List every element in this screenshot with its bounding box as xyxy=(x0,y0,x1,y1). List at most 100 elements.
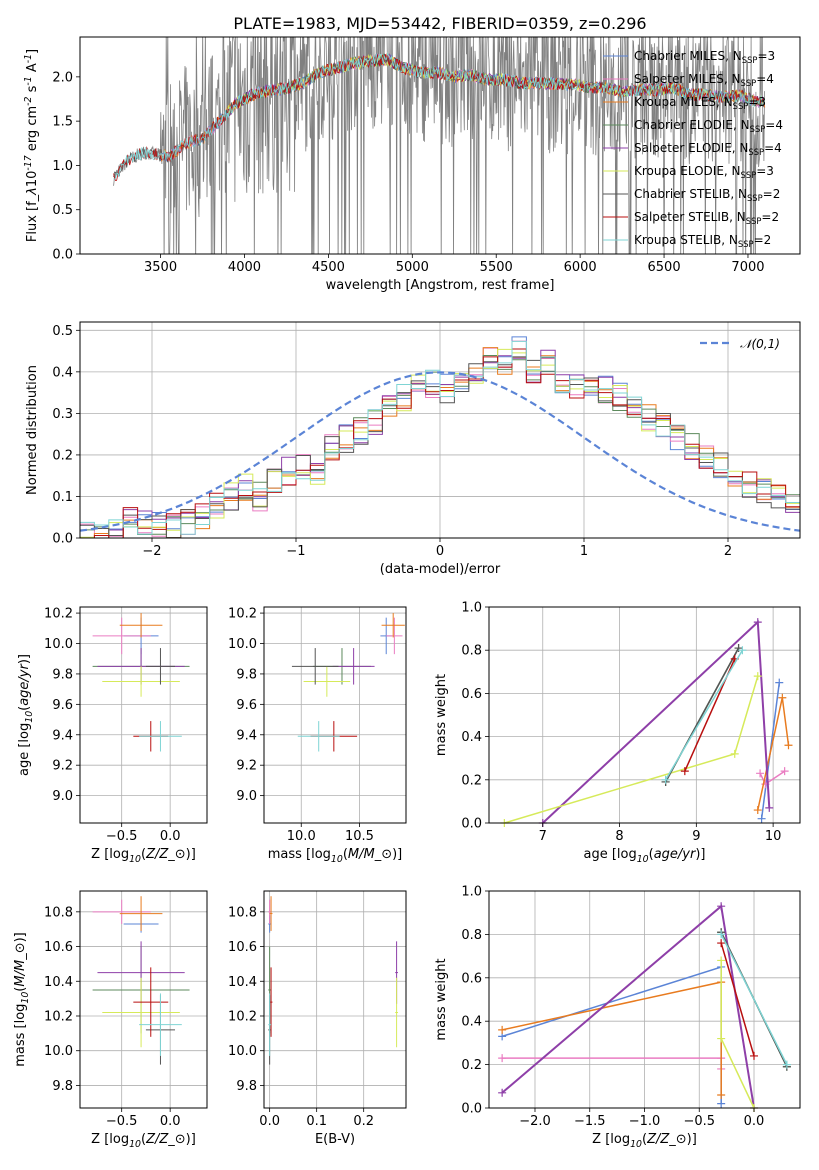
y-tick-label: 0.4 xyxy=(52,365,73,380)
x-tick-label: −2.0 xyxy=(519,1114,551,1129)
axes-frame xyxy=(79,890,208,1109)
y-tick-label: 1.0 xyxy=(52,159,73,174)
y-tick-label: 10.2 xyxy=(44,607,73,622)
y-tick-label: 1.5 xyxy=(52,115,73,130)
x-axis-label: Z [log10​(Z/Z_⊙)] xyxy=(91,1132,196,1150)
x-tick-label: −0.5 xyxy=(106,829,138,844)
legend-spectrum: Chabrier MILES, NSSP=3 Salpeter MILES, NS… xyxy=(603,49,783,249)
y-tick-label: 10.0 xyxy=(228,637,257,652)
plot-area-spectrum xyxy=(113,37,766,254)
plot-area-mass_vs_Z xyxy=(92,896,190,1065)
x-tick-label: 4000 xyxy=(228,260,261,275)
weight-marker-salpeter_stelib xyxy=(717,939,726,948)
y-tick-label: 10.0 xyxy=(228,1044,257,1059)
y-tick-label: 9.8 xyxy=(236,667,257,682)
figure-title: PLATE=1983, MJD=53442, FIBERID=0359, z=0… xyxy=(233,14,646,33)
weight-marker-salpeter_stelib xyxy=(680,767,689,776)
weight-marker-kroupa_miles xyxy=(717,1090,726,1099)
y-axis-label: Flux [f_λ10-17​ erg cm-2​ s-1​ A-1​] xyxy=(23,49,40,242)
y-tick-label: 0.6 xyxy=(461,687,482,702)
axes-frame xyxy=(263,890,407,1109)
y-tick-label: 0.2 xyxy=(52,448,73,463)
weight-marker-salpeter_elodie xyxy=(765,803,774,812)
weight-marker-salpeter_elodie xyxy=(498,1088,507,1097)
x-tick-label: 10.5 xyxy=(345,829,374,844)
y-tick-label: 9.6 xyxy=(52,698,73,713)
legend-label: Salpeter STELIB, NSSP=2 xyxy=(634,210,779,226)
legend-label: 𝒩(0,1) xyxy=(740,337,780,351)
histogram-chabrier_elodie xyxy=(80,355,800,538)
y-tick-label: 10.8 xyxy=(228,905,257,920)
legend-label: Kroupa ELODIE, NSSP=3 xyxy=(634,164,774,180)
x-tick-label: 10.0 xyxy=(287,829,316,844)
y-tick-label: 0.6 xyxy=(461,971,482,986)
x-tick-label: 0.0 xyxy=(160,1114,181,1129)
y-tick-label: 10.8 xyxy=(44,905,73,920)
y-tick-label: 10.4 xyxy=(44,975,73,990)
y-tick-label: 9.0 xyxy=(52,789,73,804)
axes-weight_vs_age: 7 8 9 10 0.0 0.2 0.4 0.6 0.8 1.0 age [log10​(age/y… xyxy=(434,601,801,865)
x-axis-label: E(B-V) xyxy=(315,1132,355,1147)
weight-marker-salpeter_elodie xyxy=(753,618,762,627)
axes-frame xyxy=(488,890,801,1109)
histogram-kroupa_elodie xyxy=(80,348,800,538)
y-tick-label: 9.2 xyxy=(52,759,73,774)
x-tick-label: 7 xyxy=(539,829,547,844)
legend-label: Chabrier STELIB, NSSP=2 xyxy=(634,187,780,203)
x-tick-label: 8 xyxy=(615,829,623,844)
weight-marker-salpeter_elodie xyxy=(717,902,726,911)
plot-area-age_vs_mass xyxy=(291,613,405,752)
x-axis-label: age [log10​(age/yr)] xyxy=(583,847,705,865)
weight-marker-kroupa_elodie xyxy=(717,956,726,965)
y-tick-label: 10.6 xyxy=(228,940,257,955)
weight-marker-chabrier_miles xyxy=(775,678,784,687)
y-tick-label: 1.0 xyxy=(461,885,482,900)
y-tick-label: 9.4 xyxy=(236,728,257,743)
x-tick-label: −0.5 xyxy=(683,1114,715,1129)
y-tick-label: 9.4 xyxy=(52,728,73,743)
plot-area-weight_vs_Z xyxy=(498,902,791,1112)
axes-frame xyxy=(263,606,407,824)
x-axis-label: mass [log10​(M/M_⊙)] xyxy=(268,847,403,865)
y-tick-label: 1.0 xyxy=(461,601,482,616)
axes-residuals: −2 −1 0 1 2 0.0 0.1 0.2 0.3 0.4 0.5 (data-model)/er… xyxy=(25,321,801,577)
x-axis-label: (data-model)/error xyxy=(380,562,501,577)
x-tick-label: 0 xyxy=(436,544,444,559)
weight-marker-kroupa_miles xyxy=(778,693,787,702)
histogram-kroupa_stelib xyxy=(80,340,800,535)
weight-marker-salpeter_miles xyxy=(780,767,789,776)
y-tick-label: 0.5 xyxy=(52,324,73,339)
legend-label: Kroupa STELIB, NSSP=2 xyxy=(634,233,771,249)
x-tick-label: 5000 xyxy=(396,260,429,275)
y-tick-label: 0.2 xyxy=(461,1058,482,1073)
axes-frame xyxy=(79,321,801,539)
x-tick-label: 6500 xyxy=(648,260,681,275)
y-tick-label: 0.0 xyxy=(461,1102,482,1117)
weight-marker-kroupa_miles xyxy=(753,806,762,815)
axes-age_vs_Z: −0.5 0.0 9.0 9.2 9.4 9.6 9.8 10.0 10.2 Z [log10​(… xyxy=(17,606,208,865)
y-tick-label: 10.0 xyxy=(44,1044,73,1059)
x-tick-label: 0.0 xyxy=(160,829,181,844)
legend-label: Salpeter MILES, NSSP=4 xyxy=(634,72,774,88)
x-tick-label: 6000 xyxy=(564,260,597,275)
y-tick-label: 9.6 xyxy=(236,698,257,713)
y-axis-label: age [log10​(age/yr)] xyxy=(17,654,35,776)
x-tick-label: 5500 xyxy=(480,260,513,275)
weight-marker-kroupa_stelib xyxy=(738,646,747,655)
x-tick-label: 0.1 xyxy=(306,1114,327,1129)
y-tick-label: 0.4 xyxy=(461,730,482,745)
y-tick-label: 9.2 xyxy=(236,759,257,774)
x-tick-label: 2 xyxy=(724,544,732,559)
weight-marker-chabrier_miles xyxy=(717,1099,726,1108)
x-tick-label: 0.0 xyxy=(744,1114,765,1129)
weight-marker-salpeter_miles xyxy=(756,769,765,778)
legend-label: Kroupa MILES, NSSP=3 xyxy=(634,95,766,111)
weight-marker-kroupa_stelib xyxy=(661,775,670,784)
y-tick-label: 9.8 xyxy=(236,1079,257,1094)
y-tick-label: 0.8 xyxy=(461,928,482,943)
plot-area-age_vs_Z xyxy=(92,613,190,752)
weight-line-salpeter_elodie xyxy=(501,904,755,1109)
y-tick-label: 10.4 xyxy=(228,975,257,990)
y-axis-label: mass [log10​(M/M_⊙)] xyxy=(13,932,31,1067)
x-tick-label: −2 xyxy=(142,544,161,559)
